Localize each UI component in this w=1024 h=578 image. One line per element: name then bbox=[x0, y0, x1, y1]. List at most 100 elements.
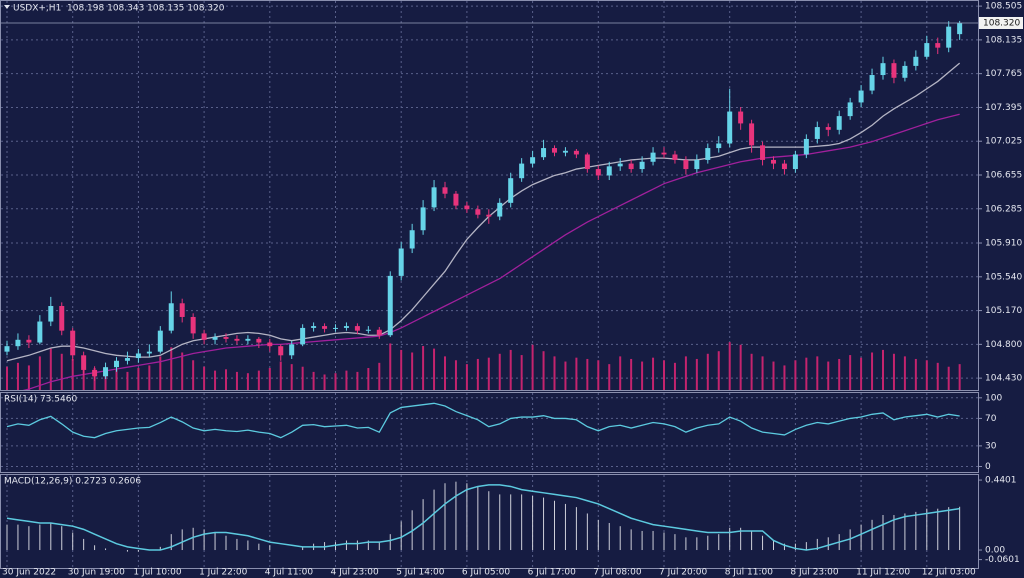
candle-body bbox=[957, 22, 963, 35]
main-plot bbox=[1, 20, 978, 390]
y-tick-label: 0.4401 bbox=[985, 476, 1017, 486]
rsi-line bbox=[6, 402, 960, 439]
volume-bar bbox=[925, 360, 928, 390]
x-tick-label: 12 Jul 03:00 bbox=[922, 568, 976, 578]
candle-body bbox=[760, 145, 766, 160]
volume-bar bbox=[663, 360, 665, 390]
volume-bar bbox=[608, 364, 611, 390]
candle-body bbox=[683, 159, 689, 170]
volume-bar bbox=[838, 358, 841, 390]
candle-body bbox=[497, 202, 503, 217]
volume-bar bbox=[783, 365, 786, 390]
candle-body bbox=[650, 152, 656, 162]
volume-bar bbox=[356, 371, 359, 390]
volume-bar bbox=[575, 357, 578, 390]
volume-bar bbox=[181, 352, 184, 390]
candle-body bbox=[376, 329, 382, 336]
y-tick-label: 107.765 bbox=[985, 69, 1022, 79]
volume-bar bbox=[16, 362, 19, 390]
volume-bar bbox=[827, 361, 830, 390]
volume-bar bbox=[936, 362, 939, 390]
rsi-title: RSI(14) 73.5460 bbox=[4, 395, 77, 405]
candle-body bbox=[858, 90, 864, 103]
candle-body bbox=[26, 339, 32, 343]
candle-body bbox=[289, 344, 295, 356]
candle-body bbox=[716, 143, 722, 149]
volume-bar bbox=[49, 348, 52, 390]
candle-body bbox=[946, 26, 952, 48]
candle-body bbox=[212, 337, 218, 340]
candle-body bbox=[311, 326, 317, 328]
volume-bar bbox=[849, 355, 852, 390]
volume-bar bbox=[816, 356, 819, 390]
macd-plot bbox=[6, 481, 961, 552]
volume-bar bbox=[192, 360, 195, 390]
volume-bar bbox=[148, 365, 151, 390]
candle-body bbox=[814, 127, 820, 139]
volume-bar bbox=[706, 353, 709, 390]
volume-bar bbox=[520, 355, 523, 390]
candle-body bbox=[190, 316, 196, 334]
volume-bar bbox=[892, 353, 895, 390]
volume-bar bbox=[6, 366, 8, 390]
y-tick-label: -0.0601 bbox=[985, 555, 1020, 565]
chart-title: USDX+,H1 108.198 108.343 108.135 108.320 bbox=[13, 4, 225, 14]
candle-body bbox=[278, 346, 284, 356]
candle-body bbox=[803, 138, 809, 155]
volume-bar bbox=[509, 349, 512, 390]
candle-body bbox=[234, 338, 240, 341]
volume-bar bbox=[684, 356, 687, 390]
x-tick-label: 1 Jul 22:00 bbox=[199, 568, 248, 578]
volume-bar bbox=[279, 361, 282, 390]
candle-body bbox=[343, 326, 349, 328]
volume-bar bbox=[597, 360, 600, 390]
x-tick-label: 1 Jul 10:00 bbox=[133, 568, 182, 578]
candle-body bbox=[431, 187, 437, 208]
y-tick-label: 106.285 bbox=[985, 204, 1022, 214]
candle-body bbox=[146, 351, 152, 354]
volume-bar bbox=[225, 369, 227, 390]
candle-body bbox=[442, 187, 448, 194]
y-tick-label: 104.430 bbox=[985, 374, 1022, 384]
rsi-plot bbox=[6, 402, 960, 439]
volume-bar bbox=[641, 361, 644, 390]
candle-body bbox=[825, 127, 831, 130]
candle-body bbox=[661, 152, 667, 155]
macd-panel-frame bbox=[0, 474, 979, 569]
x-tick-label: 30 Jun 2022 bbox=[2, 568, 56, 578]
candle-body bbox=[552, 148, 557, 153]
candle-body bbox=[781, 163, 787, 170]
volume-bar bbox=[761, 356, 764, 390]
y-tick-label: 106.655 bbox=[985, 171, 1022, 181]
candle-body bbox=[387, 275, 393, 336]
volume-bar bbox=[422, 346, 425, 390]
candle-body bbox=[541, 148, 547, 158]
candle-body bbox=[902, 65, 908, 78]
candle-body bbox=[694, 159, 700, 170]
volume-bar bbox=[301, 366, 304, 390]
x-tick-label: 6 Jul 17:00 bbox=[528, 568, 577, 578]
candle-body bbox=[935, 43, 941, 48]
candle-body bbox=[639, 161, 645, 170]
volume-bar bbox=[947, 366, 950, 390]
y-tick-label: 0.00 bbox=[985, 546, 1005, 556]
candle-body bbox=[464, 205, 470, 210]
volume-bar bbox=[411, 352, 414, 390]
volume-bar bbox=[104, 370, 107, 390]
x-tick-label: 4 Jul 23:00 bbox=[331, 568, 380, 578]
y-tick-label: 70 bbox=[985, 414, 997, 424]
volume-bar bbox=[717, 351, 720, 390]
candle-body bbox=[617, 163, 623, 167]
volume-bar bbox=[772, 361, 775, 390]
volume-bar bbox=[476, 358, 479, 390]
candle-body bbox=[771, 159, 776, 164]
y-tick-label: 30 bbox=[985, 441, 997, 451]
y-tick-label: 105.910 bbox=[985, 239, 1022, 249]
candle-body bbox=[354, 326, 360, 331]
candle-body bbox=[15, 339, 21, 347]
candle-body bbox=[869, 75, 875, 91]
candle-body bbox=[48, 306, 54, 322]
volume-bar bbox=[400, 349, 403, 390]
volume-bar bbox=[903, 356, 906, 390]
